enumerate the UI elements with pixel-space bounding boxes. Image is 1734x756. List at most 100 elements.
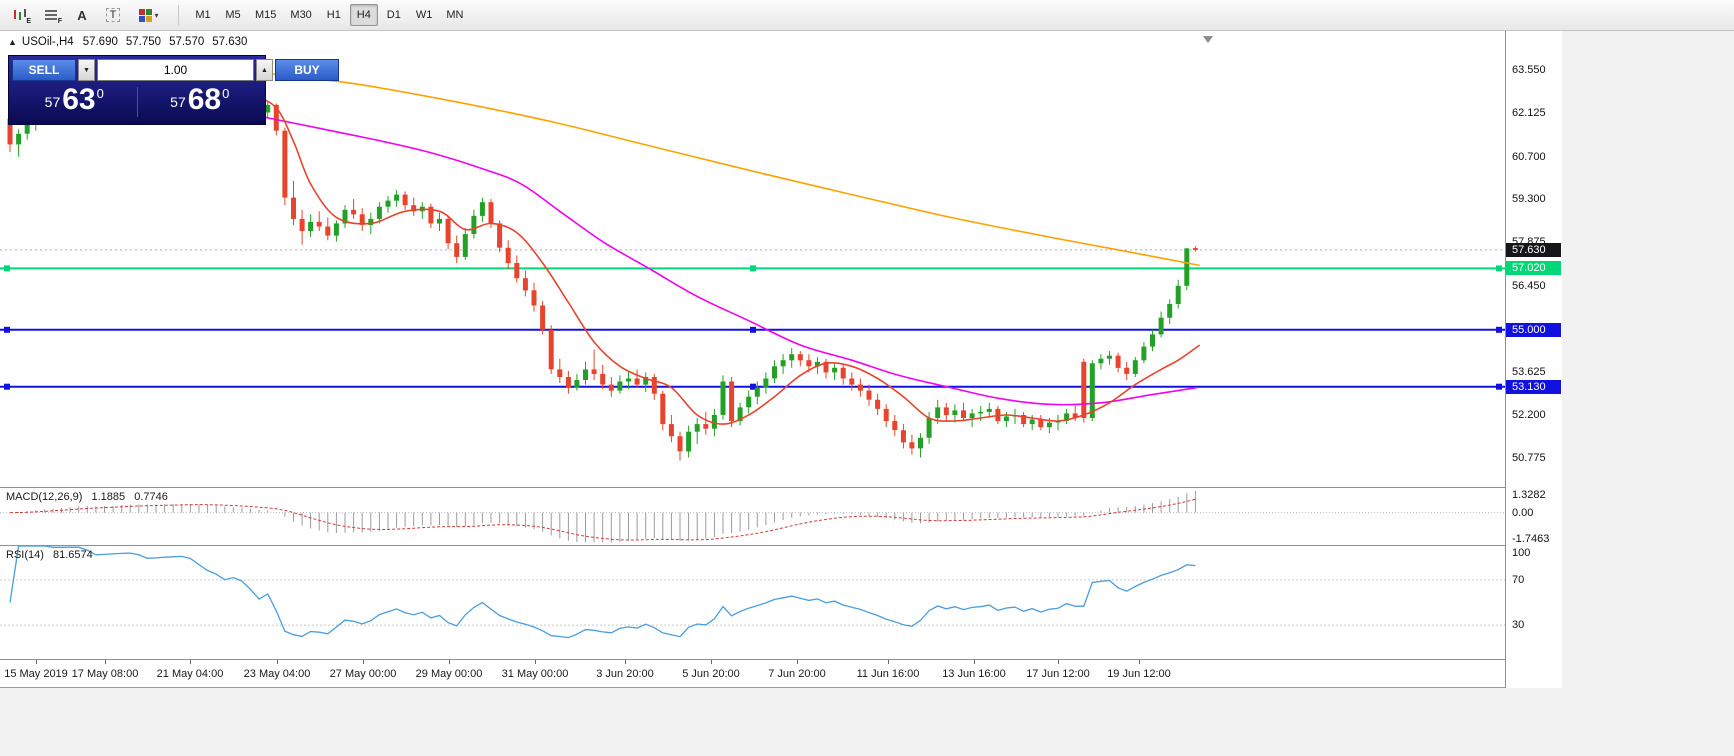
candle — [445, 218, 451, 244]
one-click-panel-toggle-icon[interactable]: ▲ — [8, 37, 17, 47]
buy-price-prefix: 57 — [170, 94, 186, 111]
candle — [1021, 415, 1027, 425]
colors-icon — [139, 8, 153, 22]
timeframe-m5-button[interactable]: M5 — [225, 9, 241, 21]
chart-header: ▲ USOil-,H4 57.690 57.750 57.570 57.630 — [8, 36, 255, 48]
candle — [600, 373, 606, 385]
timeframe-h1-button[interactable]: H1 — [326, 9, 341, 21]
pane-separator[interactable] — [0, 545, 1562, 546]
time-label: 3 Jun 20:00 — [596, 668, 654, 680]
candle — [1184, 248, 1190, 286]
rsi-label: RSI(14) 81.6574 — [6, 549, 99, 561]
candle — [952, 410, 958, 415]
candle — [325, 226, 331, 236]
timeframe-m1-button[interactable]: M1 — [195, 9, 211, 21]
time-axis[interactable]: 15 May 2019 17 May 08:00 21 May 04:00 23 Ma… — [0, 660, 1505, 688]
line-handle[interactable] — [1496, 326, 1502, 333]
price-badge: 55.000 — [1506, 322, 1561, 337]
price-tick-label: 52.200 — [1512, 409, 1546, 421]
slow-ma — [263, 72, 1200, 267]
candle — [634, 378, 640, 385]
candle — [1098, 358, 1104, 364]
timeframe-h4-button[interactable]: H4 — [349, 4, 378, 26]
sell-price-display[interactable]: 57 63 0 — [12, 85, 137, 117]
rsi-tick-label: 30 — [1512, 619, 1525, 632]
icon-sub-label: F — [57, 18, 62, 25]
price-badge: 53.130 — [1506, 379, 1561, 394]
time-label: 29 May 00:00 — [415, 668, 483, 680]
candle — [883, 408, 889, 422]
volume-increase-button[interactable]: ▲ — [256, 59, 273, 81]
candle — [875, 399, 881, 409]
candle — [832, 367, 838, 373]
line-handle[interactable] — [750, 265, 756, 272]
line-handle[interactable] — [1496, 383, 1502, 390]
candle — [694, 424, 700, 432]
candle — [857, 384, 863, 391]
timeframe-w1-button[interactable]: W1 — [415, 9, 433, 21]
line-handle[interactable] — [750, 383, 756, 390]
rsi-pane[interactable] — [0, 546, 1505, 659]
volume-input[interactable] — [97, 59, 254, 81]
candle — [789, 354, 795, 361]
text-label-tool-button[interactable]: T — [99, 3, 127, 27]
candle — [780, 360, 786, 367]
line-handle[interactable] — [4, 383, 10, 390]
time-label: 17 Jun 12:00 — [1026, 668, 1090, 680]
timeframe-group: M1 M5 M15 M30 H1 H4 D1 W1 MN — [189, 4, 469, 26]
candle — [522, 278, 528, 291]
list-f-tool-button[interactable]: F — [37, 3, 65, 27]
candle — [316, 221, 322, 227]
candle — [411, 205, 417, 212]
candle — [961, 410, 966, 418]
candle — [540, 305, 546, 330]
candle — [978, 411, 984, 414]
sell-button[interactable]: SELL — [12, 59, 76, 81]
candle — [462, 234, 468, 257]
time-tick — [535, 660, 536, 664]
line-handle[interactable] — [1496, 265, 1502, 272]
candle — [385, 200, 391, 207]
candle — [772, 366, 777, 379]
font-tool-button[interactable]: A — [68, 3, 96, 27]
candle — [1046, 422, 1052, 428]
time-tick — [36, 660, 37, 664]
candle — [926, 418, 932, 438]
timeframe-mn-button[interactable]: MN — [446, 9, 464, 21]
candle — [402, 194, 408, 206]
line-handle[interactable] — [750, 326, 756, 333]
colors-tool-button[interactable]: ▾ — [130, 3, 168, 27]
pane-separator[interactable] — [0, 487, 1562, 488]
candle — [488, 202, 494, 224]
macd-name: MACD(12,26,9) — [6, 491, 83, 503]
sell-price-sup: 0 — [96, 85, 104, 101]
candle — [1158, 317, 1164, 335]
symbol-title: USOil-,H4 — [21, 36, 74, 48]
price-scale[interactable]: 63.55062.12560.70059.30057.87556.45053.6… — [1505, 31, 1562, 688]
chevron-down-icon: ▾ — [154, 10, 159, 20]
price-tick-label: 62.125 — [1512, 107, 1546, 120]
buy-price-display[interactable]: 57 68 0 — [138, 85, 263, 117]
candle — [918, 437, 923, 449]
volume-decrease-button[interactable]: ▼ — [78, 59, 95, 81]
candle — [359, 214, 365, 225]
time-label: 21 May 04:00 — [156, 668, 224, 680]
candle — [763, 378, 769, 388]
chart-e-tool-button[interactable]: E — [6, 3, 34, 27]
candle — [703, 424, 709, 429]
candle — [815, 361, 820, 367]
buy-button[interactable]: BUY — [275, 59, 339, 81]
time-tick — [190, 660, 191, 664]
candle — [729, 381, 735, 421]
candle — [1107, 355, 1112, 359]
line-handle[interactable] — [4, 326, 10, 333]
medium-ma — [263, 116, 1198, 406]
chart-shift-marker-icon[interactable] — [1203, 36, 1213, 43]
timeframe-m15-button[interactable]: M15 — [255, 9, 277, 21]
candle — [686, 431, 692, 452]
line-handle[interactable] — [4, 265, 10, 272]
timeframe-m30-button[interactable]: M30 — [290, 9, 312, 21]
macd-pane[interactable] — [0, 488, 1505, 545]
timeframe-d1-button[interactable]: D1 — [386, 9, 401, 21]
candle — [437, 218, 442, 224]
